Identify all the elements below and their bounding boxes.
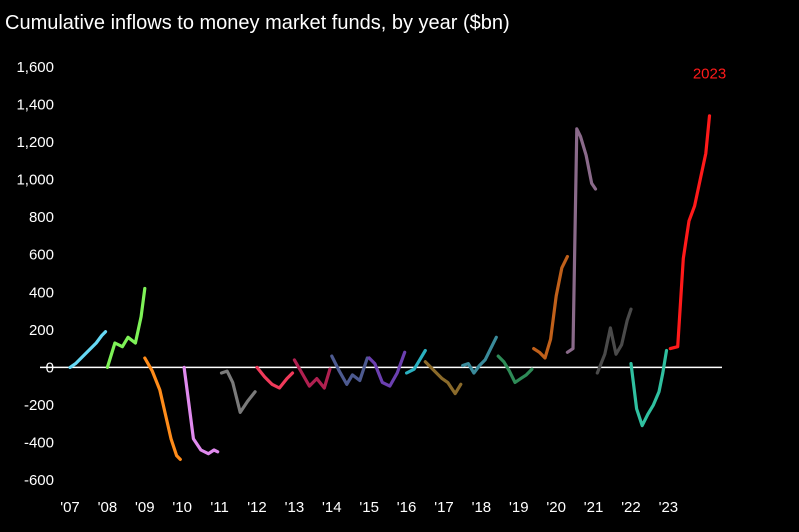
- series-line: [496, 354, 534, 384]
- x-tick-label: '09: [135, 499, 155, 516]
- x-tick-label: '19: [509, 499, 529, 516]
- y-tick-label: 600: [29, 247, 54, 264]
- chart-title: Cumulative inflows to money market funds…: [5, 12, 510, 34]
- series-line: [629, 348, 669, 428]
- x-tick-label: '22: [621, 499, 641, 516]
- y-tick-label: -200: [24, 397, 54, 414]
- y-axis-ticks: 1,6001,4001,2001,0008006004002000-200-40…: [16, 59, 54, 489]
- series-line: [292, 358, 332, 390]
- series-line: [182, 365, 220, 456]
- series-line: [105, 286, 147, 369]
- series-line: [532, 255, 570, 360]
- x-tick-label: '21: [584, 499, 604, 516]
- y-tick-label: 1,200: [16, 134, 54, 151]
- series-line: [423, 360, 463, 396]
- x-tick-label: '10: [172, 499, 192, 516]
- y-tick-label: 1,400: [16, 97, 54, 114]
- series-line: [565, 127, 598, 354]
- x-axis-ticks: '07 '08 '09 '10 '11 '12 '13 '14 '15 '16 '17 '18 '19 '…: [60, 499, 678, 516]
- y-tick-label: -600: [24, 472, 54, 489]
- y-tick-label: -400: [24, 434, 54, 451]
- x-tick-label: '14: [322, 499, 342, 516]
- annotations: 2023: [693, 65, 726, 82]
- y-tick-label: 1,000: [16, 172, 54, 189]
- series-line: [595, 307, 633, 375]
- y-tick-label: 1,600: [16, 59, 54, 76]
- series-line: [330, 354, 369, 386]
- series-line: [405, 348, 427, 375]
- x-tick-label: '15: [359, 499, 379, 516]
- series-line: [668, 114, 712, 351]
- x-tick-label: '23: [659, 499, 679, 516]
- series-line: [367, 350, 407, 388]
- series-line: [143, 356, 182, 461]
- series-line: [255, 365, 295, 390]
- series-line: [219, 369, 257, 414]
- y-tick-label: 200: [29, 322, 54, 339]
- annotation-label: 2023: [693, 65, 726, 82]
- x-tick-label: '13: [285, 499, 305, 516]
- series-line: [68, 330, 108, 369]
- x-tick-label: '12: [247, 499, 267, 516]
- x-tick-label: '11: [210, 499, 228, 516]
- series-line: [461, 335, 498, 375]
- series-group: [68, 114, 712, 461]
- x-tick-label: '16: [397, 499, 417, 516]
- x-tick-label: '20: [546, 499, 566, 516]
- y-tick-label: 800: [29, 209, 54, 226]
- y-tick-label: 400: [29, 284, 54, 301]
- x-tick-label: '07: [60, 499, 80, 516]
- x-tick-label: '17: [434, 499, 454, 516]
- x-tick-label: '08: [98, 499, 118, 516]
- x-tick-label: '18: [472, 499, 492, 516]
